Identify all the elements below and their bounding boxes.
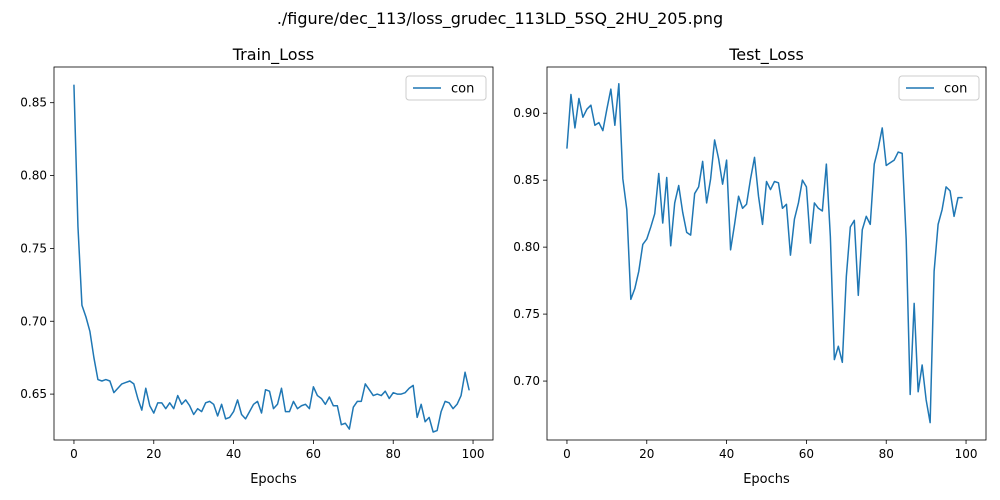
- train-loss-ytick-label: 0.80: [20, 169, 47, 183]
- test-loss-xtick-label: 0: [563, 447, 571, 461]
- train-loss-ytick-label: 0.70: [20, 314, 47, 328]
- test-loss-legend-label: con: [944, 82, 967, 97]
- train-loss-xtick-label: 40: [226, 447, 241, 461]
- test-loss-xtick-label: 60: [799, 447, 814, 461]
- train-loss-ytick-label: 0.85: [20, 96, 47, 110]
- train-loss-xtick-label: 100: [462, 447, 485, 461]
- train-loss-xtick-label: 0: [70, 447, 78, 461]
- test-loss-xlabel: Epochs: [743, 472, 790, 487]
- train-loss-legend-box: [405, 75, 487, 101]
- test-loss-legend: con: [898, 75, 980, 101]
- train-loss-title: Train_Loss: [232, 45, 314, 65]
- test-loss-xtick-label: 80: [879, 447, 894, 461]
- test-loss-ytick-label: 0.85: [513, 173, 540, 187]
- train-loss-axes-frame: [53, 66, 494, 441]
- train-loss-xtick-label: 60: [306, 447, 321, 461]
- test-loss-ytick-label: 0.70: [513, 374, 540, 388]
- figure-suptitle: ./figure/dec_113/loss_grudec_113LD_5SQ_2…: [277, 9, 723, 29]
- train-loss-xtick-label: 20: [146, 447, 161, 461]
- test-loss-ytick-label: 0.80: [513, 240, 540, 254]
- test-loss-panel: Test_Loss Epochs 0 20 40 60 80 100 0.70 0.75 0.8…: [513, 45, 987, 487]
- train-loss-ytick-label: 0.75: [20, 241, 47, 255]
- test-loss-legend-box: [898, 75, 980, 101]
- train-loss-series-line: [73, 84, 470, 433]
- train-loss-ytick-label: 0.65: [20, 387, 47, 401]
- train-loss-xlabel: Epochs: [250, 472, 297, 487]
- test-loss-ytick-label: 0.90: [513, 106, 540, 120]
- test-loss-xtick-label: 100: [955, 447, 978, 461]
- test-loss-xtick-label: 40: [719, 447, 734, 461]
- test-loss-title: Test_Loss: [728, 45, 804, 65]
- test-loss-ytick-label: 0.75: [513, 307, 540, 321]
- test-loss-series-line: [566, 82, 963, 424]
- train-loss-xtick-label: 80: [386, 447, 401, 461]
- train-loss-panel: Train_Loss Epochs 0 20 40 60 80 100 0.65 0.70 0.…: [20, 45, 494, 487]
- test-loss-xtick-label: 20: [639, 447, 654, 461]
- train-loss-legend: con: [405, 75, 487, 101]
- train-loss-legend-label: con: [451, 82, 474, 97]
- test-loss-axes-frame: [546, 66, 987, 441]
